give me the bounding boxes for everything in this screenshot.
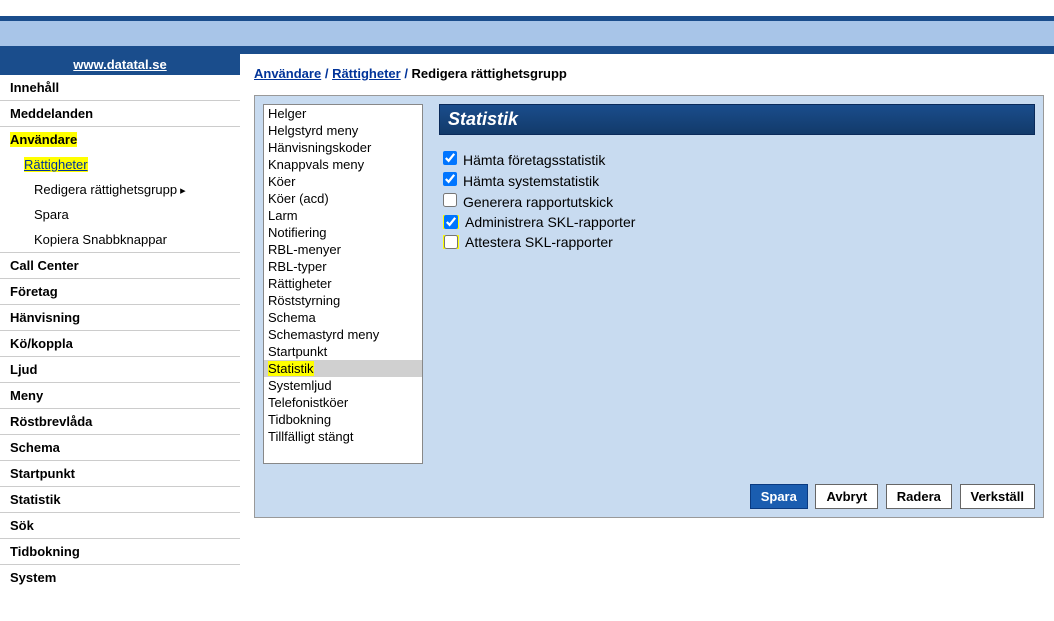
blue-banner — [0, 18, 1054, 54]
check-row: Attestera SKL-rapporter — [443, 232, 1031, 252]
category-listbox[interactable]: HelgerHelgstyrd menyHänvisningskoderKnap… — [263, 104, 423, 464]
nav-redigera-r-ttighetsgrupp[interactable]: Redigera rättighetsgrupp — [0, 177, 240, 202]
nav-statistik[interactable]: Statistik — [0, 486, 240, 512]
permission-checkbox[interactable] — [444, 235, 458, 249]
list-item[interactable]: Hänvisningskoder — [264, 139, 422, 156]
nav-spara[interactable]: Spara — [0, 202, 240, 227]
list-item[interactable]: Tidbokning — [264, 411, 422, 428]
nav-kopiera-snabbknappar[interactable]: Kopiera Snabbknappar — [0, 227, 240, 252]
nav-s-k[interactable]: Sök — [0, 512, 240, 538]
breadcrumb-sep: / — [404, 66, 411, 81]
nav-startpunkt[interactable]: Startpunkt — [0, 460, 240, 486]
permission-label: Attestera SKL-rapporter — [465, 234, 613, 250]
nav-schema[interactable]: Schema — [0, 434, 240, 460]
permission-label: Generera rapportutskick — [463, 194, 613, 210]
nav-r-stbrevl-da[interactable]: Röstbrevlåda — [0, 408, 240, 434]
nav-meny[interactable]: Meny — [0, 382, 240, 408]
sidebar: www.datatal.se InnehållMeddelandenAnvänd… — [0, 54, 240, 590]
breadcrumb-current: Redigera rättighetsgrupp — [412, 66, 567, 81]
breadcrumb-sep: / — [325, 66, 332, 81]
list-item[interactable]: Telefonistköer — [264, 394, 422, 411]
nav-f-retag[interactable]: Företag — [0, 278, 240, 304]
breadcrumb: Användare / Rättigheter / Redigera rätti… — [254, 60, 1044, 95]
list-item[interactable]: Tillfälligt stängt — [264, 428, 422, 445]
breadcrumb-rights[interactable]: Rättigheter — [332, 66, 401, 81]
permission-checkbox[interactable] — [443, 151, 457, 165]
breadcrumb-users[interactable]: Användare — [254, 66, 321, 81]
sidebar-nav: InnehållMeddelandenAnvändareRättigheterR… — [0, 75, 240, 590]
nav-tidbokning[interactable]: Tidbokning — [0, 538, 240, 564]
list-item[interactable]: Köer (acd) — [264, 190, 422, 207]
list-item[interactable]: Schemastyrd meny — [264, 326, 422, 343]
list-item[interactable]: Startpunkt — [264, 343, 422, 360]
button-bar: Spara Avbryt Radera Verkställ — [263, 464, 1035, 509]
check-row: Generera rapportutskick — [443, 191, 1031, 212]
nav-inneh-ll[interactable]: Innehåll — [0, 75, 240, 100]
permission-label: Administrera SKL-rapporter — [465, 214, 635, 230]
section-title: Statistik — [439, 104, 1035, 135]
permission-checkbox[interactable] — [444, 215, 458, 229]
list-item[interactable]: Rättigheter — [264, 275, 422, 292]
list-item[interactable]: Helgstyrd meny — [264, 122, 422, 139]
cancel-button[interactable]: Avbryt — [815, 484, 878, 509]
permission-checkbox[interactable] — [443, 172, 457, 186]
nav-meddelanden[interactable]: Meddelanden — [0, 100, 240, 126]
permission-label: Hämta företagsstatistik — [463, 152, 605, 168]
check-row: Administrera SKL-rapporter — [443, 212, 1031, 232]
list-item[interactable]: Helger — [264, 105, 422, 122]
list-item[interactable]: Knappvals meny — [264, 156, 422, 173]
list-item[interactable]: Notifiering — [264, 224, 422, 241]
list-item[interactable]: Systemljud — [264, 377, 422, 394]
list-item[interactable]: Statistik — [264, 360, 422, 377]
nav-k-koppla[interactable]: Kö/koppla — [0, 330, 240, 356]
nav-ljud[interactable]: Ljud — [0, 356, 240, 382]
check-row: Hämta företagsstatistik — [443, 149, 1031, 170]
permission-label: Hämta systemstatistik — [463, 173, 599, 189]
delete-button[interactable]: Radera — [886, 484, 952, 509]
list-item[interactable]: Schema — [264, 309, 422, 326]
list-item[interactable]: RBL-menyer — [264, 241, 422, 258]
permission-checkbox[interactable] — [443, 193, 457, 207]
list-item[interactable]: Larm — [264, 207, 422, 224]
topbar — [0, 0, 1054, 18]
nav-system[interactable]: System — [0, 564, 240, 590]
edit-panel: HelgerHelgstyrd menyHänvisningskoderKnap… — [254, 95, 1044, 518]
save-button[interactable]: Spara — [750, 484, 808, 509]
right-pane: Statistik Hämta företagsstatistik Hämta s… — [439, 104, 1035, 464]
nav-r-ttigheter[interactable]: Rättigheter — [0, 152, 240, 177]
main-content: Användare / Rättigheter / Redigera rätti… — [240, 54, 1054, 590]
nav-call-center[interactable]: Call Center — [0, 252, 240, 278]
permission-checks: Hämta företagsstatistik Hämta systemstati… — [439, 135, 1035, 266]
apply-button[interactable]: Verkställ — [960, 484, 1036, 509]
nav-h-nvisning[interactable]: Hänvisning — [0, 304, 240, 330]
list-item[interactable]: RBL-typer — [264, 258, 422, 275]
list-item[interactable]: Röststyrning — [264, 292, 422, 309]
list-item[interactable]: Köer — [264, 173, 422, 190]
sidebar-site-link[interactable]: www.datatal.se — [0, 54, 240, 75]
check-row: Hämta systemstatistik — [443, 170, 1031, 191]
nav-anv-ndare[interactable]: Användare — [0, 126, 240, 152]
